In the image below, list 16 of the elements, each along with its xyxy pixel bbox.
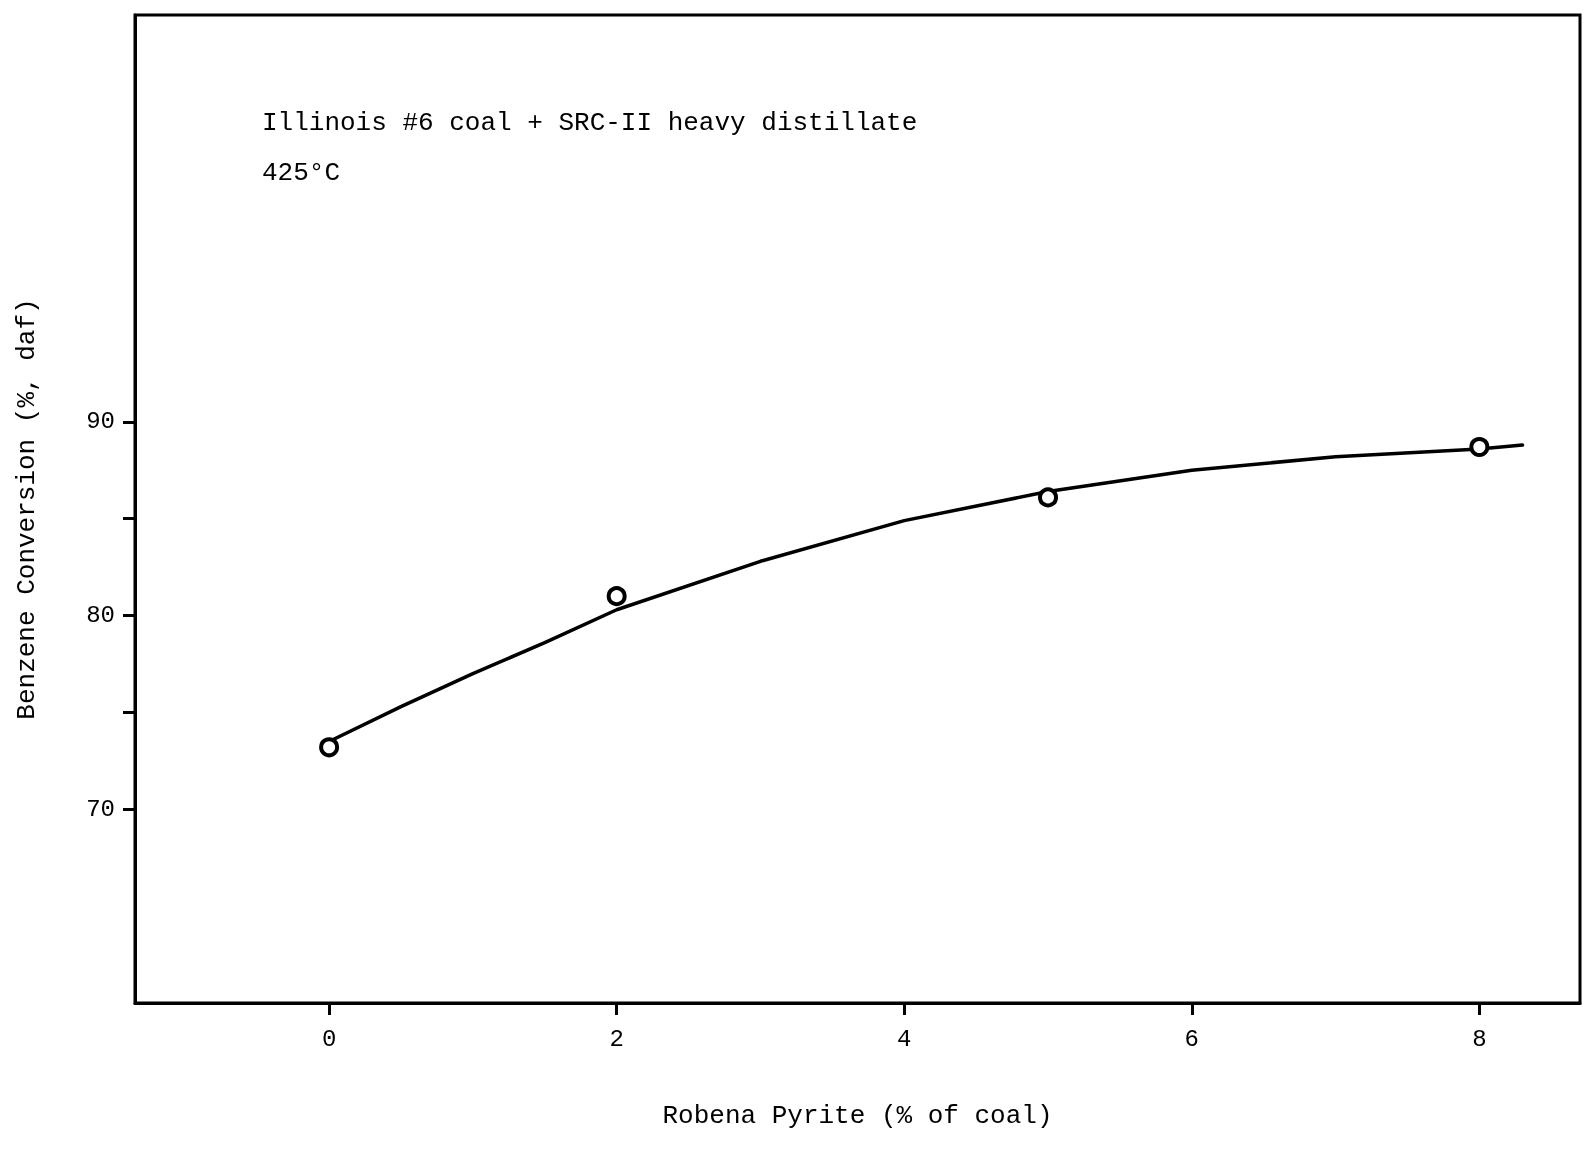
x-axis-title: Robena Pyrite (% of coal) [662,1101,1053,1131]
x-tick-label: 0 [321,1025,337,1053]
point [1469,437,1490,457]
y-tick-label: 70 [86,795,115,823]
point [319,737,340,758]
point [606,586,627,607]
x-tick-label: 2 [609,1025,624,1053]
x-tick-label: 4 [897,1025,912,1053]
y-axis-title: Benzene Conversion (%, daf) [12,298,42,720]
x-tick-label: 6 [1184,1025,1199,1053]
y-tick-label: 80 [86,602,115,630]
point [1038,487,1059,508]
y-tick-label: 90 [86,408,115,436]
x-tick-label: 8 [1472,1025,1487,1053]
annotation: 425°C [262,158,341,188]
annotation: Illinois #6 coal + SRC-II heavy distillate [262,108,918,138]
